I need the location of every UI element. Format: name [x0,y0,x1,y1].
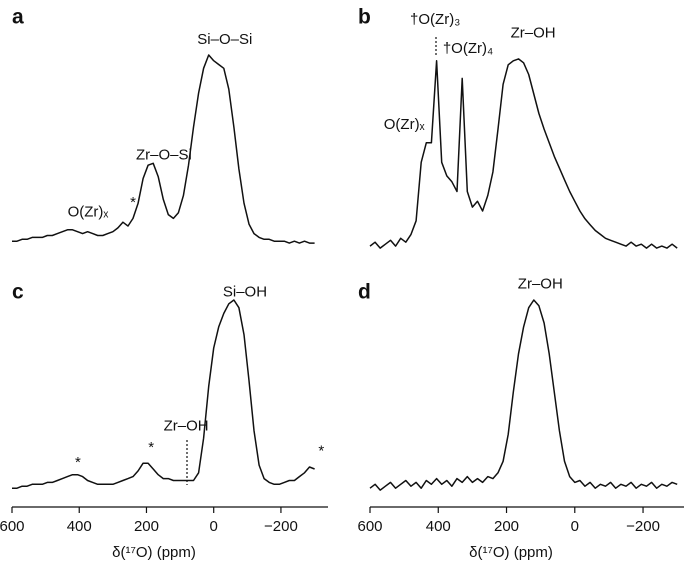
x-tick-label: 400 [426,518,451,535]
x-tick-label: 200 [134,518,159,535]
x-tick-label: 200 [494,518,519,535]
annotation: * [75,454,81,471]
spectrum [12,299,315,489]
x-tick-label: 600 [357,518,382,535]
annotation: Zr–OH [164,418,209,435]
x-tick-label: 0 [210,518,218,535]
annotation: Zr–OH [511,25,556,42]
panel-label: c [12,281,24,304]
x-tick-label: −200 [264,518,298,535]
annotation: O(Zr)ₓ [384,116,425,133]
x-tick-label: 600 [0,518,25,535]
annotation: Si–O–Si [197,31,252,48]
panel-label: b [358,6,371,29]
annotation: †O(Zr)₄ [443,40,493,57]
panel-label: d [358,281,371,304]
x-axis-label: δ(¹⁷O) (ppm) [469,544,553,561]
spectrum [12,54,315,244]
x-axis-label: δ(¹⁷O) (ppm) [112,544,196,561]
annotation: †O(Zr)₃ [410,11,460,28]
x-tick-label: 0 [571,518,579,535]
x-tick-label: −200 [626,518,660,535]
annotation: Zr–O–Si [136,147,192,164]
panel-label: a [12,6,24,29]
annotation: O(Zr)ₓ [68,204,109,221]
annotation: Zr–OH [518,276,563,293]
annotation: * [130,194,136,211]
x-tick-label: 400 [67,518,92,535]
annotation: * [148,439,154,456]
annotation: * [318,443,324,460]
spectrum [369,58,678,249]
annotation: Si–OH [223,283,267,300]
spectrum [369,299,678,491]
